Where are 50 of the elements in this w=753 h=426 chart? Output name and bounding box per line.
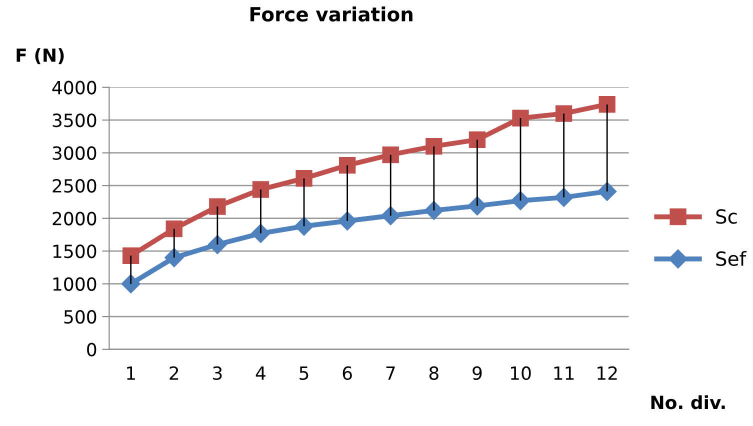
point [252,181,270,198]
point [468,131,486,148]
y-tick-label: 3000 [52,146,96,160]
y-tick-label: 4000 [52,80,96,94]
point [598,96,616,113]
point [426,138,442,155]
x-tick-label: 6 [342,366,352,380]
point [382,146,399,164]
point [510,191,530,210]
point [296,170,312,187]
point [166,220,182,238]
x-tick-label: 12 [598,366,617,380]
point [598,182,617,202]
point [554,188,574,207]
y-tick-label: 0 [87,342,96,356]
x-tick-label: 11 [554,366,574,380]
point [381,206,400,226]
y-tick-label: 3500 [52,114,96,128]
y-axis-title: F (N) [16,48,64,64]
point [121,274,140,294]
point [208,234,227,254]
x-tick-label: 7 [386,366,395,380]
x-tick-label: 4 [256,366,266,380]
point [251,224,270,243]
x-tick-label: 3 [213,366,222,380]
y-tick-label: 1500 [53,244,96,258]
point [338,211,357,230]
x-tick-label: 9 [472,366,482,380]
point [209,198,226,215]
point [512,110,529,126]
x-tick-label: 1 [127,366,135,380]
x-tick-label: 5 [300,366,308,380]
legend-label: Sc [716,209,737,224]
point [122,247,140,264]
point [555,105,572,122]
x-tick-label: 8 [429,366,438,380]
x-tick-label: 10 [511,366,531,380]
y-tick-label: 2000 [52,212,96,226]
point [294,216,314,236]
point [468,196,487,216]
y-tick-label: 2500 [52,179,96,193]
x-tick-label: 2 [170,366,178,380]
x-axis-title: No. div. [651,395,725,410]
chart-title: Force variation [250,6,412,22]
point [424,200,444,220]
point [164,248,184,268]
y-tick-label: 500 [64,310,96,324]
point [338,156,356,174]
legend-label: Sef [716,250,746,266]
y-tick-label: 1000 [53,277,96,291]
